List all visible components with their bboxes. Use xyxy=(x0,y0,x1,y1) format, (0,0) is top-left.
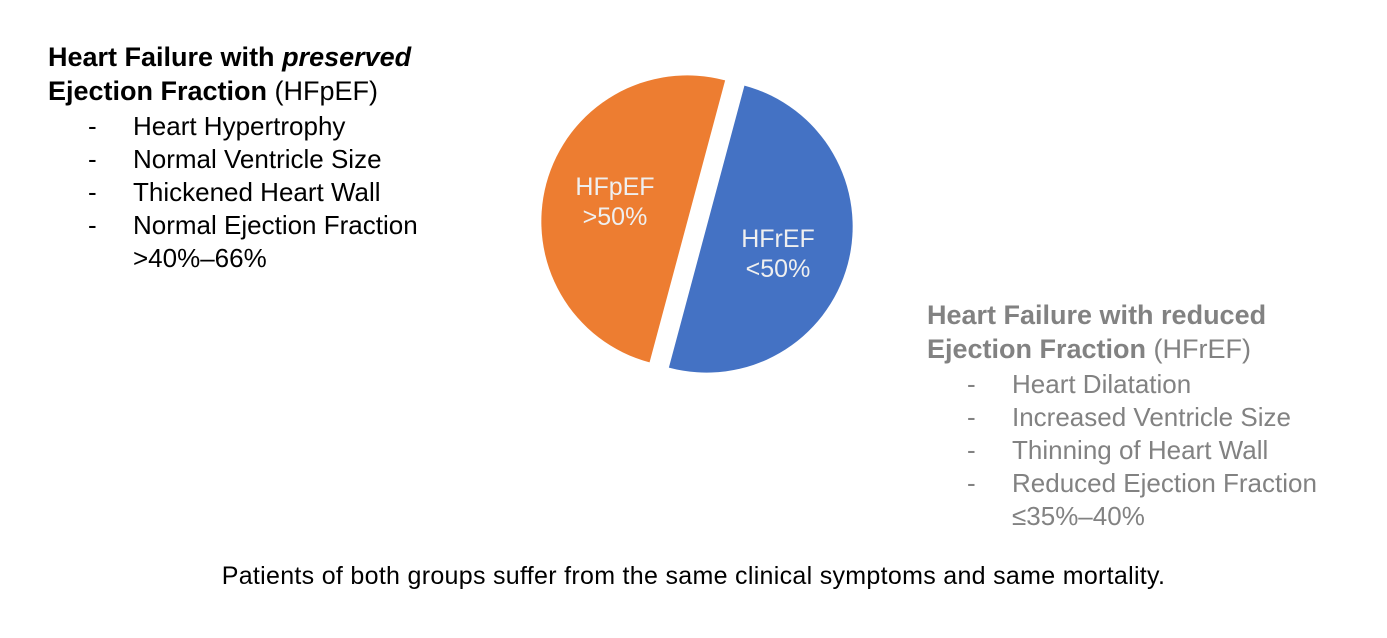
bullet-label: Normal Ventricle Size xyxy=(133,144,382,174)
hfpef-bullet-list: - Heart Hypertrophy - Normal Ventricle S… xyxy=(48,110,418,275)
pie-chart-svg: HFpEF >50% HFrEF <50% xyxy=(541,75,853,373)
pie-label-hfpef: HFpEF xyxy=(575,173,654,201)
hfpef-title: Heart Failure with preserved Ejection Fr… xyxy=(48,40,418,108)
list-item: - Reduced Ejection Fraction ≤35%–40% xyxy=(927,467,1317,533)
bullet-label-line2: ≤35%–40% xyxy=(1012,501,1145,531)
list-item: - Thinning of Heart Wall xyxy=(927,434,1317,467)
bullet-dash: - xyxy=(967,369,976,399)
hfpef-title-line2-plain: (HFpEF) xyxy=(267,76,379,106)
bullet-dash: - xyxy=(967,468,976,498)
caption-text: Patients of both groups suffer from the … xyxy=(221,562,1166,590)
list-item: - Normal Ejection Fraction >40%–66% xyxy=(48,209,418,275)
bullet-dash: - xyxy=(967,402,976,432)
pie-label-hfref: HFrEF xyxy=(741,225,815,253)
bullet-dash: - xyxy=(967,435,976,465)
hfpef-title-line2: Ejection Fraction (HFpEF) xyxy=(48,74,418,108)
hfpef-title-line2-bold: Ejection Fraction xyxy=(48,76,268,106)
hfref-title-line2-bold: Ejection Fraction xyxy=(927,334,1147,364)
bullet-label: Thinning of Heart Wall xyxy=(1012,435,1269,465)
pie-slice-hfpef xyxy=(541,75,726,363)
hfref-title-line1: Heart Failure with reduced xyxy=(927,298,1317,332)
pie-value-hfref: <50% xyxy=(746,255,811,283)
hfpef-title-line1: Heart Failure with preserved xyxy=(48,40,418,74)
list-item: - Normal Ventricle Size xyxy=(48,143,418,176)
pie-value-hfpef: >50% xyxy=(583,203,648,231)
bullet-label: Normal Ejection Fraction xyxy=(133,210,418,240)
list-item: - Heart Hypertrophy xyxy=(48,110,418,143)
hfref-title-line2-plain: (HFrEF) xyxy=(1146,334,1252,364)
hfref-panel: Heart Failure with reduced Ejection Frac… xyxy=(927,298,1317,533)
bullet-label: Heart Hypertrophy xyxy=(133,111,346,141)
list-item: - Heart Dilatation xyxy=(927,368,1317,401)
bullet-label: Heart Dilatation xyxy=(1012,369,1192,399)
bullet-label: Increased Ventricle Size xyxy=(1012,402,1291,432)
hfpef-panel: Heart Failure with preserved Ejection Fr… xyxy=(48,40,418,275)
bullet-label-line2: >40%–66% xyxy=(133,243,267,273)
pie-slice-hfref xyxy=(668,85,853,373)
hfref-title-line1-bold: Heart Failure with reduced xyxy=(927,300,1267,330)
bullet-dash: - xyxy=(88,210,97,240)
hfref-bullet-list: - Heart Dilatation - Increased Ventricle… xyxy=(927,368,1317,533)
bullet-dash: - xyxy=(88,111,97,141)
list-item: - Increased Ventricle Size xyxy=(927,401,1317,434)
hfpef-title-line1-bold: Heart Failure with xyxy=(48,42,283,72)
bullet-dash: - xyxy=(88,177,97,207)
hfref-title: Heart Failure with reduced Ejection Frac… xyxy=(927,298,1317,366)
hfref-title-line2: Ejection Fraction (HFrEF) xyxy=(927,332,1317,366)
bullet-dash: - xyxy=(88,144,97,174)
pie-chart: HFpEF >50% HFrEF <50% xyxy=(527,59,867,389)
hfpef-title-line1-italic: preserved xyxy=(282,42,412,72)
bullet-label: Thickened Heart Wall xyxy=(133,177,381,207)
bullet-label: Reduced Ejection Fraction xyxy=(1012,468,1317,498)
list-item: - Thickened Heart Wall xyxy=(48,176,418,209)
